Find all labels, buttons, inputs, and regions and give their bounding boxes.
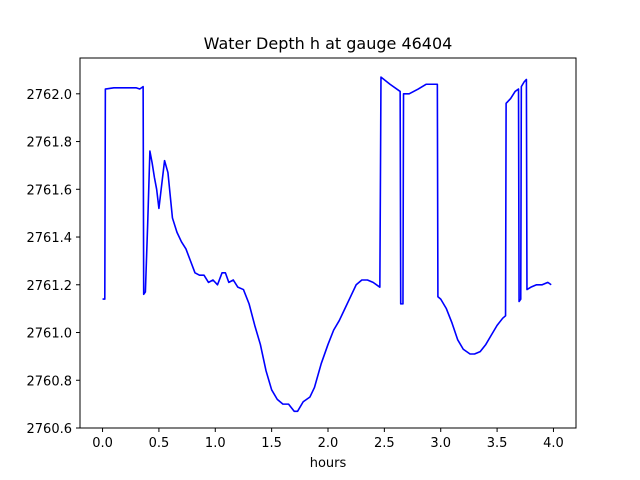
x-tick-label: 3.0	[430, 436, 451, 451]
x-tick-label: 0.0	[92, 436, 113, 451]
x-axis-ticks: 0.0 0.5 1.0 1.5 2.0 2.5 3.0 3.5 4.0	[92, 428, 564, 451]
x-tick-label: 4.0	[543, 436, 564, 451]
x-tick-label: 0.5	[149, 436, 170, 451]
y-tick-label: 2761.6	[27, 183, 73, 198]
x-tick-label: 1.5	[261, 436, 282, 451]
y-tick-label: 2760.6	[27, 422, 73, 437]
axes-frame	[79, 57, 577, 429]
y-tick-label: 2760.8	[27, 374, 73, 389]
y-axis-ticks: 2760.6 2760.8 2761.0 2761.2 2761.4 2761.6 2761…	[27, 88, 80, 437]
x-tick-label: 1.0	[205, 436, 226, 451]
x-axis-label: hours	[310, 456, 347, 471]
series-line-0	[102, 76, 552, 413]
x-tick-label: 2.0	[318, 436, 339, 451]
chart-title: Water Depth h at gauge 46404	[204, 34, 453, 53]
y-tick-label: 2761.8	[27, 136, 73, 151]
series-line-group	[102, 76, 552, 413]
y-tick-label: 2761.4	[27, 231, 73, 246]
y-tick-label: 2761.0	[27, 327, 73, 342]
y-tick-label: 2762.0	[27, 88, 73, 103]
y-tick-label: 2761.2	[27, 279, 73, 294]
x-tick-label: 3.5	[487, 436, 508, 451]
x-tick-label: 2.5	[374, 436, 395, 451]
